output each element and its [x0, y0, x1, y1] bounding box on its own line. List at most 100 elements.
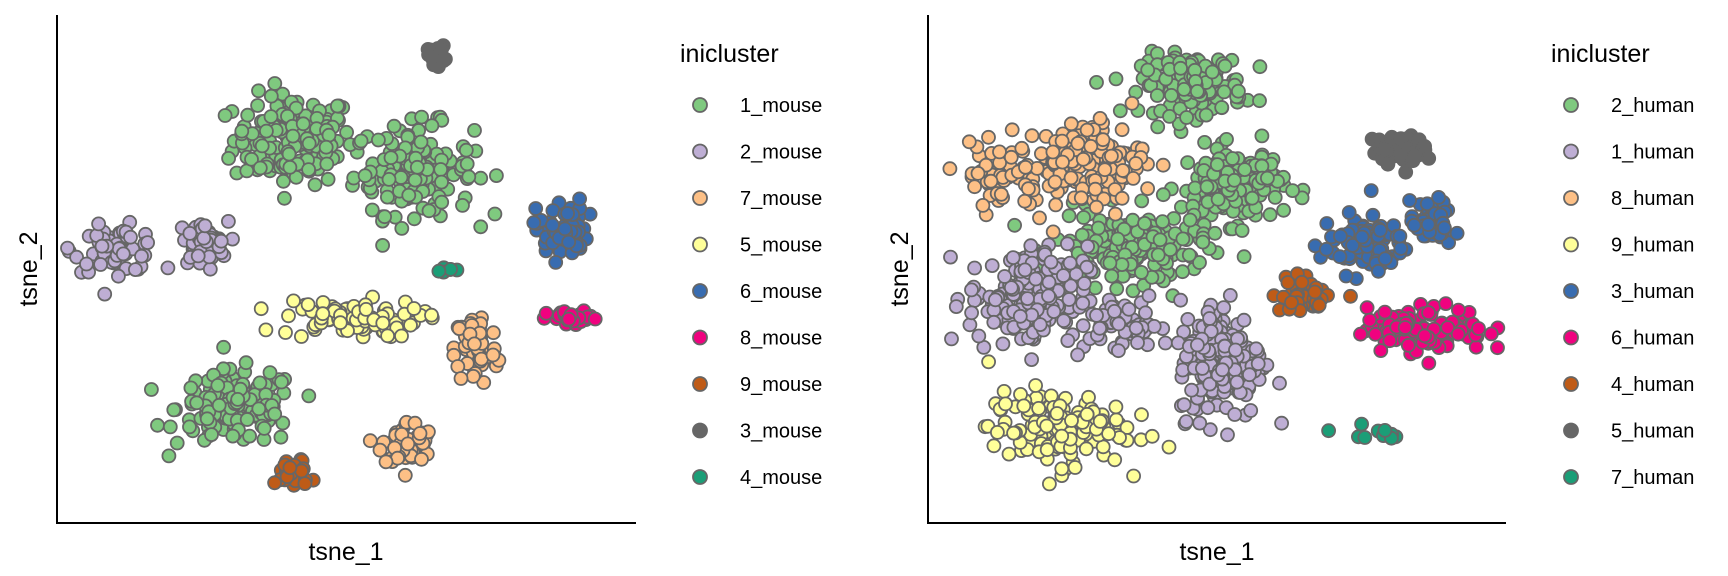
data-point: [1449, 225, 1465, 241]
data-point: [997, 269, 1012, 284]
data-point: [213, 233, 229, 249]
data-point: [1284, 295, 1299, 310]
data-point: [1078, 441, 1094, 457]
data-point: [1115, 163, 1131, 178]
data-point: [1003, 280, 1019, 296]
data-point: [1012, 308, 1028, 324]
data-point: [1056, 268, 1071, 284]
data-point: [1063, 170, 1079, 186]
data-point: [196, 230, 212, 246]
data-point: [1007, 217, 1022, 233]
data-point: [379, 189, 395, 205]
data-point: [134, 248, 149, 264]
data-point: [1242, 367, 1257, 383]
data-point: [1140, 181, 1155, 197]
data-point: [377, 209, 393, 225]
data-point: [282, 159, 298, 175]
legend-key: [1563, 190, 1579, 206]
data-point: [975, 197, 991, 213]
data-point: [1017, 193, 1033, 209]
legend-key: [692, 190, 708, 206]
data-point: [318, 139, 334, 155]
data-point: [1092, 413, 1108, 429]
data-point: [1062, 255, 1078, 271]
data-point: [998, 396, 1013, 412]
data-point: [275, 415, 291, 431]
data-point: [1114, 122, 1130, 138]
data-point: [383, 150, 399, 166]
data-point: [1219, 131, 1234, 147]
data-point: [1039, 442, 1055, 458]
data-point: [986, 438, 1002, 454]
data-point: [293, 329, 309, 344]
x-axis-label: tsne_1: [308, 538, 383, 566]
data-point: [1225, 151, 1240, 166]
data-point: [1267, 189, 1283, 205]
data-point: [1226, 172, 1242, 188]
data-point: [400, 436, 416, 452]
data-point: [339, 124, 355, 140]
data-point: [225, 428, 241, 444]
data-point: [1140, 62, 1156, 78]
data-point: [1182, 212, 1198, 228]
data-point: [548, 254, 564, 270]
legend: 2_human 1_human 8_human 9_human 3_human 6_hum…: [1563, 95, 1694, 489]
data-point: [1134, 264, 1149, 280]
data-point: [1067, 460, 1083, 475]
data-point: [1195, 360, 1210, 376]
data-point: [353, 133, 369, 149]
data-point: [1176, 397, 1192, 413]
data-point: [1175, 264, 1190, 280]
data-point: [1001, 446, 1017, 462]
data-point: [1397, 320, 1413, 335]
data-point: [69, 249, 84, 265]
data-point: [465, 368, 481, 384]
data-point: [250, 98, 266, 113]
data-point: [161, 448, 177, 464]
data-point: [1087, 181, 1103, 197]
data-point: [1234, 223, 1250, 238]
y-axis-label: tsne_2: [886, 231, 914, 306]
data-point: [1254, 158, 1270, 174]
data-point: [1080, 238, 1095, 254]
data-point: [1048, 197, 1064, 213]
data-point: [1417, 138, 1432, 154]
data-point: [1031, 400, 1046, 416]
data-point: [240, 107, 256, 123]
data-point: [230, 391, 246, 407]
legend-label: 5_human: [1611, 421, 1694, 443]
data-point: [986, 314, 1002, 330]
data-point: [453, 371, 469, 386]
data-point: [1111, 316, 1127, 332]
data-point: [1104, 268, 1120, 284]
data-point: [1162, 109, 1177, 124]
data-point: [182, 225, 198, 241]
data-point: [254, 138, 270, 154]
data-point: [1243, 403, 1259, 418]
data-point: [1421, 355, 1437, 371]
data-point: [239, 412, 255, 427]
data-point: [329, 98, 345, 114]
data-point: [1202, 311, 1217, 326]
legend-key: [692, 236, 708, 253]
data-point: [1192, 415, 1208, 431]
data-point: [1338, 268, 1354, 284]
data-point: [1203, 323, 1219, 339]
data-point: [320, 171, 336, 187]
data-point: [372, 442, 388, 458]
data-point: [467, 122, 482, 138]
data-point: [234, 123, 250, 139]
data-point: [140, 235, 156, 251]
data-point: [1020, 291, 1035, 307]
data-point: [1421, 150, 1437, 166]
legend-label: 5_mouse: [740, 235, 822, 257]
scatter-points: [942, 43, 1506, 492]
data-point: [1178, 414, 1194, 430]
data-point: [1155, 214, 1170, 230]
data-point: [1041, 288, 1056, 304]
data-point: [1216, 300, 1232, 316]
data-point: [1199, 179, 1215, 195]
data-point: [1064, 413, 1079, 428]
legend-key: [692, 143, 708, 160]
data-point: [295, 116, 311, 132]
